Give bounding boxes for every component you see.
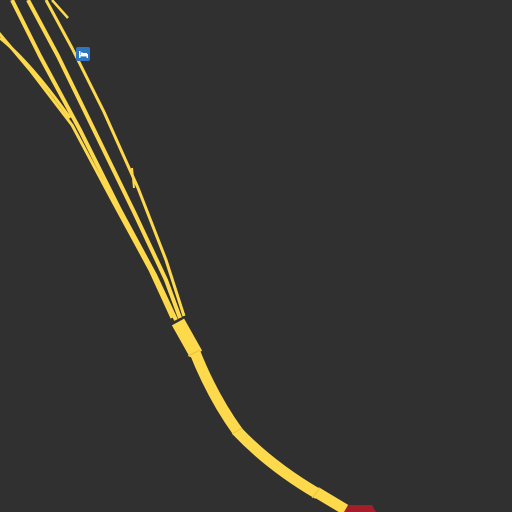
highway-merge-segment[interactable] <box>171 318 203 358</box>
poi-lodging-marker[interactable] <box>76 47 90 61</box>
highway-segment-3[interactable] <box>313 487 349 512</box>
segment-divider <box>311 487 321 499</box>
restricted-road-segment[interactable] <box>344 505 376 512</box>
main-highway <box>171 318 349 512</box>
segment-divider <box>231 427 243 435</box>
road-lane-3[interactable] <box>26 0 182 319</box>
road-outer-left[interactable] <box>0 32 174 319</box>
road-lane-2[interactable] <box>10 0 178 321</box>
segment-divider <box>187 349 201 357</box>
road-connector[interactable] <box>131 167 135 189</box>
road-ramp-left[interactable] <box>0 36 72 119</box>
highway-segment-2[interactable] <box>232 426 321 499</box>
road-lane-4[interactable] <box>44 0 186 317</box>
highway-segment-1[interactable] <box>188 347 243 436</box>
bed-icon <box>79 51 88 58</box>
road-network <box>0 0 186 321</box>
road-spur-top[interactable] <box>51 0 69 19</box>
